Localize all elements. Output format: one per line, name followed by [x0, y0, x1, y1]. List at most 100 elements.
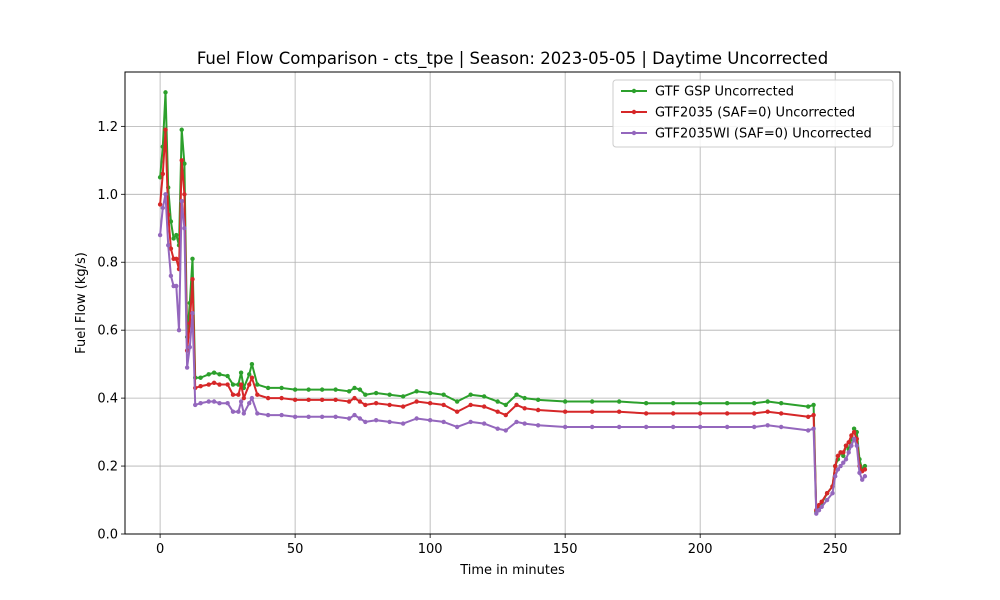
data-point — [535, 397, 541, 403]
data-point — [265, 385, 271, 391]
data-point — [851, 429, 857, 435]
data-point — [751, 424, 757, 430]
data-point — [849, 443, 854, 448]
data-point — [841, 453, 846, 459]
data-point — [230, 409, 236, 414]
legend-label: GTF2035 (SAF=0) Uncorrected — [655, 106, 855, 121]
data-point — [174, 256, 179, 262]
data-point — [182, 192, 187, 197]
data-point — [849, 433, 854, 438]
series-3 — [157, 192, 868, 516]
y-axis-title: Fuel Flow (kg/s) — [74, 252, 89, 354]
data-point — [168, 273, 174, 279]
data-point — [357, 399, 363, 404]
data-point — [249, 375, 255, 380]
data-point — [616, 409, 622, 414]
data-point — [862, 474, 868, 479]
data-point — [236, 409, 241, 414]
data-point — [846, 440, 851, 445]
data-point — [805, 414, 811, 419]
data-point — [495, 409, 500, 414]
data-point — [279, 385, 284, 391]
data-point — [171, 236, 176, 241]
data-point — [255, 411, 260, 416]
legend-label: GTF GSP Uncorrected — [655, 85, 794, 100]
data-point — [238, 382, 244, 387]
data-point — [225, 401, 230, 406]
data-point — [589, 424, 595, 430]
data-point — [427, 418, 433, 423]
data-point — [174, 232, 179, 238]
data-point — [843, 457, 849, 462]
data-point — [217, 382, 222, 387]
data-point — [441, 392, 446, 397]
data-point — [441, 419, 446, 425]
data-point — [697, 401, 703, 406]
data-point — [306, 414, 311, 419]
data-point — [846, 450, 851, 455]
y-tick-label: 0.2 — [97, 460, 118, 475]
data-point — [805, 404, 811, 409]
data-point — [319, 397, 325, 403]
data-point — [724, 424, 730, 430]
data-point — [832, 474, 838, 479]
data-point — [292, 414, 298, 419]
data-point — [851, 436, 857, 442]
data-point — [352, 395, 357, 401]
y-tick-label: 0.0 — [97, 528, 118, 543]
data-point — [670, 411, 676, 416]
data-point — [387, 402, 392, 408]
data-point — [819, 504, 824, 510]
data-point — [247, 372, 252, 377]
x-tick-label: 250 — [823, 542, 848, 557]
data-point — [363, 419, 368, 425]
data-point — [589, 409, 595, 414]
data-point — [427, 401, 433, 406]
data-point — [454, 424, 460, 430]
data-point — [562, 409, 568, 414]
legend: GTF GSP Uncorrected GTF2035 (SAF=0) Uncor… — [612, 79, 894, 148]
data-point — [198, 384, 203, 389]
data-point — [811, 412, 816, 418]
data-point — [854, 443, 859, 448]
data-point — [778, 424, 784, 430]
data-point — [514, 419, 519, 425]
data-point — [851, 426, 857, 431]
data-point — [765, 423, 770, 428]
data-point — [160, 171, 165, 177]
legend-item: GTF2035WI (SAF=0) Uncorrected — [621, 127, 872, 142]
data-point — [187, 344, 193, 350]
chart-title: Fuel Flow Comparison - cts_tpe | Season:… — [197, 49, 828, 69]
data-point — [454, 399, 460, 404]
x-tick-label: 200 — [688, 542, 713, 557]
data-point — [814, 511, 819, 516]
x-tick-label: 0 — [156, 542, 164, 557]
data-point — [830, 491, 835, 496]
legend-item: GTF GSP Uncorrected — [621, 85, 794, 100]
data-point — [206, 372, 211, 377]
y-tick-label: 0.6 — [97, 324, 118, 339]
data-point — [441, 402, 446, 408]
data-point — [724, 411, 730, 416]
data-point — [211, 399, 217, 404]
data-point — [503, 428, 508, 433]
data-point — [503, 412, 508, 418]
data-point — [562, 399, 568, 404]
data-point — [198, 401, 203, 406]
data-point — [238, 399, 244, 404]
y-tick-label: 1.0 — [97, 188, 118, 203]
data-point — [811, 402, 816, 408]
data-point — [346, 399, 352, 404]
data-point — [514, 392, 519, 397]
series-layer — [157, 90, 868, 516]
data-point — [838, 463, 843, 469]
data-point — [481, 421, 487, 426]
data-point — [357, 387, 363, 392]
data-point — [495, 399, 500, 404]
axis-ticks: 0 50 100 150 200 250 0.0 0.2 0.4 0.6 0.8 1.0 1.2 — [97, 120, 847, 557]
data-point — [163, 192, 168, 197]
data-point — [535, 423, 541, 428]
data-point — [724, 401, 730, 406]
data-point — [241, 411, 247, 416]
data-point — [862, 463, 868, 469]
